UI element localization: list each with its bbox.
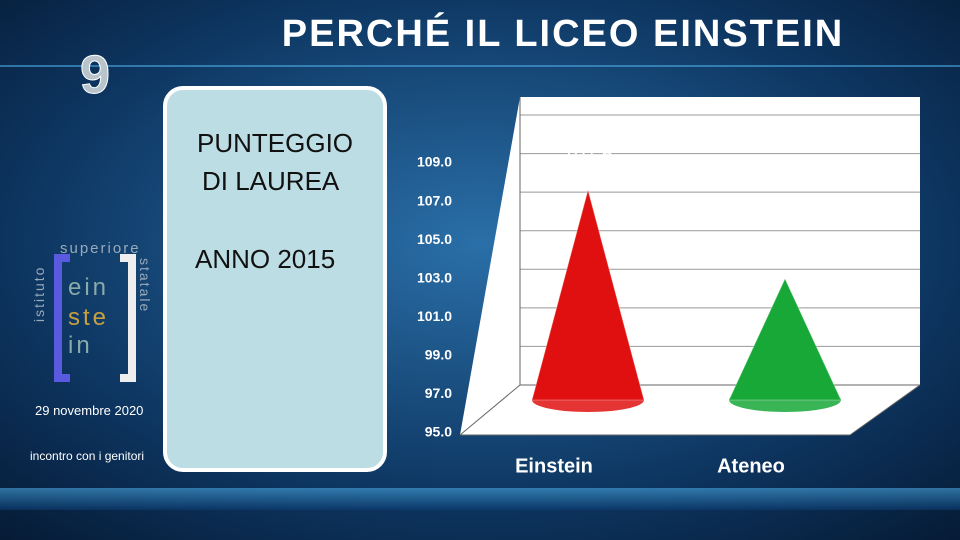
y-tick-label: 95.0 <box>425 424 452 440</box>
axis-line <box>459 384 521 436</box>
plot-wall <box>460 97 920 435</box>
logo-bracket <box>54 254 70 382</box>
info-panel <box>163 86 387 472</box>
x-tick-label: Ateneo <box>717 455 785 477</box>
slide-number: 9 <box>80 45 110 105</box>
x-tick-label: Einstein <box>515 455 593 477</box>
y-tick-label: 101.0 <box>417 308 452 324</box>
footer: incontro con i genitori <box>30 449 144 463</box>
slide-title: PERCHÉ IL LICEO EINSTEIN <box>282 11 844 55</box>
chart: 95.0 97.0 99.0 101.0 103.0 105.0 107.0 109.0 Ein… <box>417 97 921 477</box>
logo-text: statale <box>137 258 153 313</box>
logo-text: istituto <box>31 266 47 322</box>
panel-text: ANNO 2015 <box>195 244 335 274</box>
cone <box>728 277 842 401</box>
date: 29 novembre 2020 <box>35 403 143 418</box>
logo-bracket <box>120 254 136 382</box>
panel-text: PUNTEGGIO <box>197 128 353 158</box>
cone <box>531 188 645 401</box>
y-tick-label: 105.0 <box>417 231 452 247</box>
y-tick-label: 109.0 <box>417 154 452 170</box>
y-tick-label: 97.0 <box>425 385 452 401</box>
logo-text: ste <box>68 304 109 331</box>
y-tick-label: 99.0 <box>425 347 452 363</box>
value-label: 103.0 <box>760 233 810 255</box>
panel-text: DI LAUREA <box>202 166 340 196</box>
logo: superiore istituto statale ein ste in <box>31 240 153 382</box>
y-tick-label: 103.0 <box>417 269 452 285</box>
logo-text: superiore <box>60 240 141 257</box>
axis-line <box>849 384 921 436</box>
value-label: 107.6 <box>563 144 613 166</box>
logo-text: ein <box>68 274 109 301</box>
y-tick-label: 107.0 <box>417 192 452 208</box>
decor-band <box>0 488 960 510</box>
logo-text: in <box>68 332 93 359</box>
